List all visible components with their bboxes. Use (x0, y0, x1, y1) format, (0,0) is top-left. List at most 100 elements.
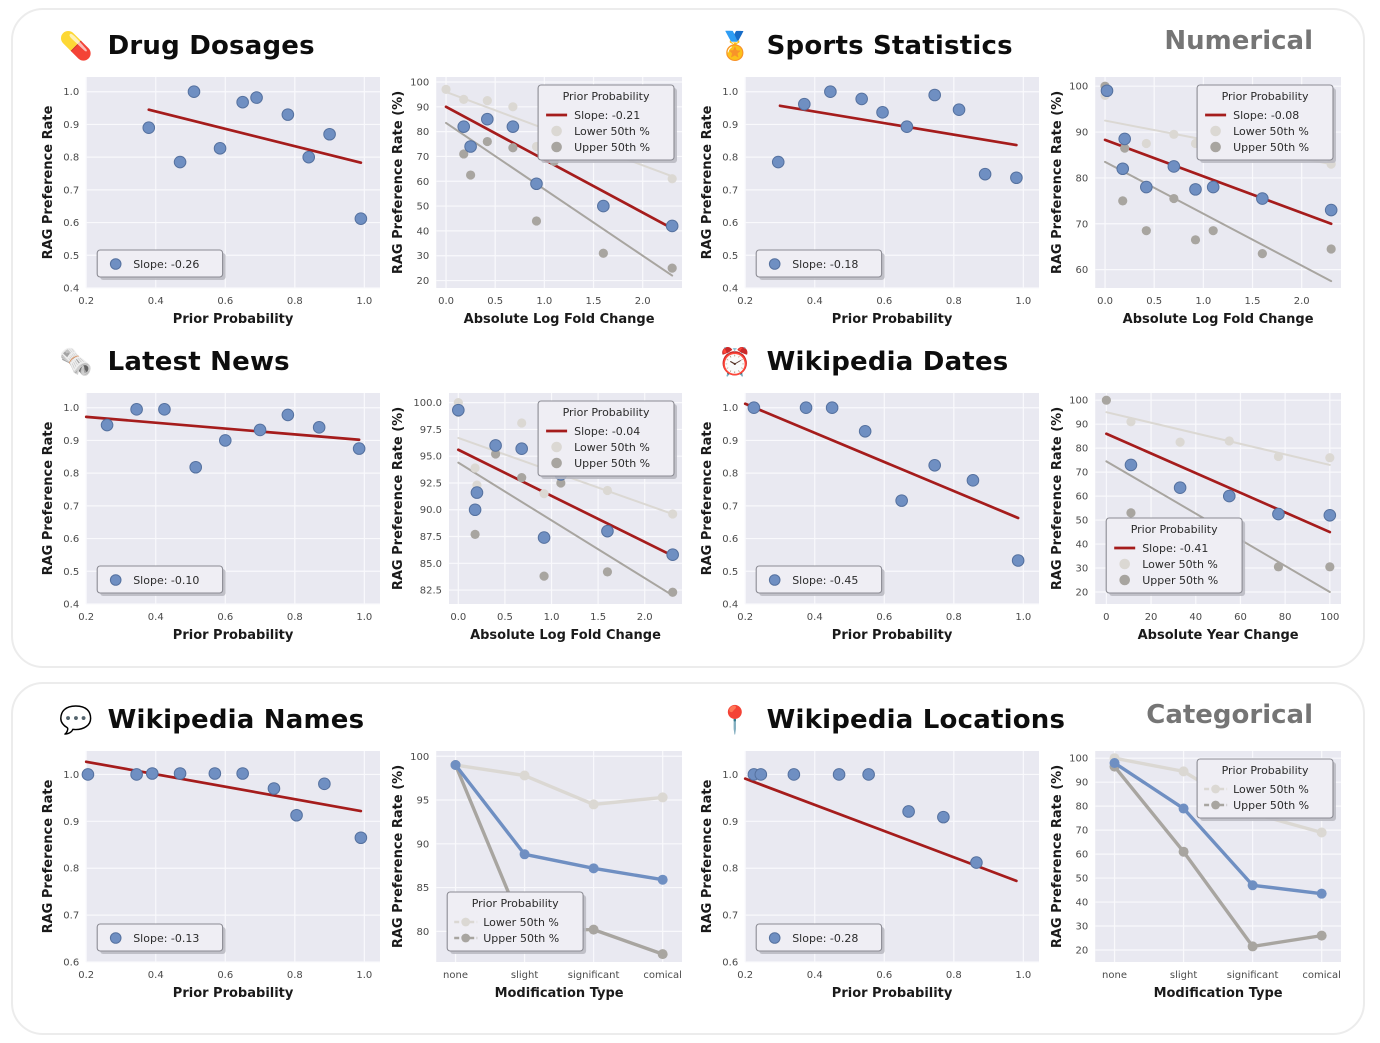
x-tick-label: none (443, 970, 468, 981)
y-tick-label: 70 (1075, 826, 1088, 837)
x-tick-label: 0.8 (946, 296, 962, 307)
data-point (855, 92, 868, 106)
x-tick-label: 0.6 (217, 612, 233, 623)
x-tick-label: 0.6 (876, 970, 892, 981)
x-tick-label: slight (1170, 970, 1197, 981)
data-point (481, 112, 494, 126)
y-axis-label: RAG Preference Rate (700, 779, 715, 933)
data-point (519, 849, 530, 860)
data-point (189, 460, 203, 474)
y-tick-label: 0.6 (63, 534, 79, 545)
y-tick-label: 100 (410, 77, 429, 88)
chart-wikipedia-names-vs-modification: none slight significant comical 80 85 90 95 100 M… (391, 751, 682, 1001)
x-tick-label: 1.0 (1015, 612, 1031, 623)
data-point (470, 486, 484, 499)
x-tick-label: 0.4 (148, 296, 164, 307)
data-point (771, 155, 785, 169)
legend-title: Prior Probability (563, 90, 650, 103)
y-axis-label: RAG Preference Rate (700, 421, 715, 575)
data-point (312, 421, 326, 434)
y-tick-label: 85.0 (420, 559, 442, 570)
data-point (482, 136, 492, 147)
data-point (250, 91, 263, 104)
fit-line-fit (778, 104, 1018, 147)
panel-groups: 💊 Drug Dosages 0.2 0.4 0.6 0.8 1.0 0.4 0.5 0.6 0.7… (13, 10, 1363, 654)
newspaper-icon: 🗞️ (59, 346, 93, 378)
y-tick-label: 0.8 (722, 469, 738, 480)
y-tick-label: 80 (1075, 173, 1088, 184)
x-tick-label: 0.2 (737, 970, 753, 981)
data-point (1272, 507, 1285, 521)
series-line-all (1113, 761, 1322, 896)
panel-label-numerical: Numerical (1164, 26, 1313, 56)
x-tick-label: 1.0 (544, 612, 560, 623)
y-tick-label: 90 (1075, 128, 1088, 139)
data-point (323, 127, 336, 141)
data-point (858, 424, 872, 438)
data-point (290, 808, 303, 822)
data-point (281, 108, 295, 121)
fit-line-fit (147, 108, 363, 165)
x-axis-label: Prior Probability (173, 312, 294, 327)
y-tick-label: 60 (1075, 850, 1088, 861)
x-tick-label: 0.2 (737, 296, 753, 307)
data-point (667, 174, 677, 184)
data-point (1141, 138, 1151, 149)
chart-wikipedia-locations-vs-modification: none slight significant comical 20 30 40 50 60 70… (1050, 751, 1341, 1001)
legend-dot-marker (551, 457, 562, 469)
charts-row: 0.2 0.4 0.6 0.8 1.0 0.6 0.7 0.8 0.9 1.0 Prior Prob… (698, 744, 1357, 1006)
x-tick-label: 0.6 (876, 612, 892, 623)
data-point (539, 489, 549, 499)
y-tick-label: 0.8 (63, 864, 79, 875)
y-tick-label: 0.6 (722, 534, 738, 545)
data-point (1175, 437, 1185, 447)
data-point (1109, 757, 1120, 768)
data-point (825, 401, 839, 415)
x-tick-label: comical (643, 970, 682, 981)
legend-title: Prior Probability (472, 897, 559, 910)
y-tick-label: 40 (1075, 540, 1088, 551)
y-axis-label: RAG Preference Rate (41, 421, 56, 575)
y-tick-label: 0.8 (63, 153, 79, 164)
data-point (787, 768, 801, 781)
y-tick-label: 70 (1075, 468, 1088, 479)
x-tick-label: 2.0 (637, 612, 653, 623)
y-tick-label: 1.0 (722, 403, 738, 414)
legend-entry-label: Upper 50th % (574, 141, 650, 154)
legend: Prior Probability Lower 50th % Upper 50th … (1196, 758, 1336, 821)
data-point (1325, 453, 1335, 463)
data-point (602, 567, 613, 577)
data-point (530, 177, 543, 191)
y-tick-label: 1.0 (63, 87, 79, 98)
legend-entry-label: Slope: -0.41 (1142, 542, 1208, 555)
data-point (1222, 489, 1236, 503)
legend-dot-marker (1211, 784, 1220, 794)
group-wikipedia-names: 💬 Wikipedia Names 0.2 0.4 0.6 0.8 1.0 0.6 0.7 0.8… (39, 696, 698, 1012)
data-point (1178, 766, 1189, 777)
x-tick-label: 1.5 (590, 612, 606, 623)
data-point (213, 142, 227, 155)
group-wikipedia-dates: ⏰ Wikipedia Dates 0.2 0.4 0.6 0.8 1.0 0.4 0.5 0.6… (698, 338, 1357, 654)
y-tick-label: 0.4 (63, 284, 79, 295)
data-point (354, 212, 368, 225)
data-point (482, 95, 492, 106)
y-tick-label: 0.8 (722, 864, 738, 875)
y-tick-label: 0.4 (722, 284, 738, 295)
data-point (1010, 171, 1023, 185)
legend-entry-label: Slope: -0.28 (792, 932, 858, 945)
group-latest-news: 🗞️ Latest News 0.2 0.4 0.6 0.8 1.0 0.4 0.5 0.6 0.7… (39, 338, 698, 654)
data-point (588, 863, 599, 874)
y-tick-label: 80 (416, 127, 429, 138)
fit-line-upper-fit (1104, 160, 1333, 283)
x-tick-label: 1.5 (1245, 296, 1261, 307)
legend-dot-marker (551, 441, 562, 453)
y-tick-label: 87.5 (420, 532, 442, 543)
data-point (281, 408, 295, 422)
y-tick-label: 0.7 (722, 911, 738, 922)
x-tick-label: 0.4 (148, 612, 164, 623)
x-tick-label: significant (568, 970, 620, 981)
data-point (81, 768, 95, 781)
data-point (1247, 941, 1258, 952)
data-point (657, 792, 668, 803)
y-tick-label: 0.8 (722, 153, 738, 164)
